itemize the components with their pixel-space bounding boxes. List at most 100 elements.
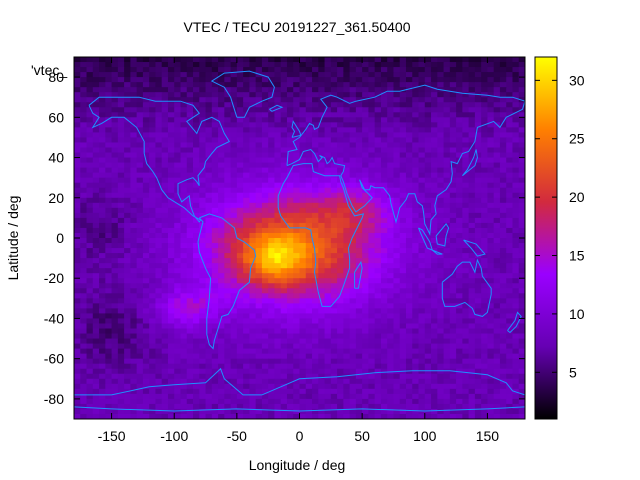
heatmap-cell	[349, 318, 357, 325]
heatmap-cell	[456, 283, 463, 289]
heatmap-cell	[199, 102, 207, 108]
heatmap-cell	[418, 243, 426, 249]
heatmap-cell	[161, 137, 169, 144]
heatmap-cell	[155, 253, 163, 259]
heatmap-cell	[268, 182, 276, 189]
heatmap-cell	[74, 268, 81, 274]
heatmap-cell	[186, 147, 194, 154]
heatmap-cell	[437, 77, 445, 83]
heatmap-cell	[111, 202, 119, 209]
heatmap-cell	[374, 363, 382, 370]
heatmap-cell	[199, 92, 207, 98]
heatmap-cell	[142, 192, 150, 199]
heatmap-cell	[293, 67, 301, 73]
heatmap-cell	[449, 207, 457, 214]
heatmap-cell	[518, 398, 525, 405]
heatmap-cell	[355, 258, 363, 264]
heatmap-cell	[286, 112, 294, 118]
heatmap-cell	[80, 328, 88, 335]
heatmap-cell	[380, 77, 388, 83]
heatmap-cell	[324, 222, 332, 229]
heatmap-cell	[186, 323, 194, 330]
heatmap-cell	[142, 283, 150, 289]
heatmap-cell	[468, 152, 476, 159]
heatmap-cell	[393, 353, 401, 360]
heatmap-cell	[474, 383, 482, 390]
heatmap-cell	[186, 227, 194, 234]
heatmap-cell	[474, 142, 482, 149]
heatmap-cell	[92, 217, 100, 224]
heatmap-cell	[155, 102, 163, 108]
heatmap-cell	[92, 232, 100, 239]
heatmap-cell	[199, 87, 207, 93]
heatmap-cell	[224, 97, 232, 103]
heatmap-cell	[211, 227, 219, 234]
heatmap-cell	[211, 388, 219, 395]
heatmap-cell	[249, 393, 257, 400]
heatmap-cell	[405, 333, 413, 340]
heatmap-cell	[224, 92, 232, 98]
heatmap-cell	[343, 102, 351, 108]
heatmap-cell	[261, 217, 269, 224]
heatmap-cell	[180, 57, 188, 63]
heatmap-cell	[243, 57, 250, 63]
heatmap-cell	[318, 243, 326, 249]
heatmap-cell	[499, 353, 507, 360]
heatmap-cell	[343, 212, 351, 219]
heatmap-cell	[493, 177, 501, 184]
heatmap-cell	[280, 97, 288, 103]
heatmap-cell	[92, 207, 100, 214]
heatmap-cell	[368, 358, 376, 365]
heatmap-cell	[330, 227, 338, 234]
heatmap-cell	[512, 82, 520, 88]
heatmap-cell	[443, 187, 451, 194]
heatmap-cell	[174, 232, 182, 239]
heatmap-cell	[286, 87, 294, 93]
heatmap-cell	[155, 293, 163, 299]
heatmap-cell	[405, 293, 413, 299]
heatmap-cell	[324, 177, 332, 184]
heatmap-cell	[481, 87, 489, 93]
heatmap-cell	[349, 77, 357, 83]
heatmap-cell	[236, 378, 244, 385]
heatmap-cell	[355, 238, 363, 244]
heatmap-cell	[111, 293, 119, 299]
heatmap-cell	[286, 82, 294, 88]
heatmap-cell	[161, 333, 169, 340]
heatmap-cell	[218, 187, 225, 194]
heatmap-cell	[293, 107, 301, 113]
heatmap-cell	[186, 117, 194, 123]
heatmap-cell	[431, 67, 438, 73]
heatmap-cell	[167, 137, 175, 144]
heatmap-cell	[337, 238, 344, 244]
heatmap-cell	[324, 72, 332, 78]
heatmap-cell	[431, 77, 438, 83]
heatmap-cell	[105, 222, 113, 229]
heatmap-cell	[218, 77, 225, 83]
heatmap-cell	[456, 263, 463, 269]
heatmap-cell	[199, 403, 207, 410]
heatmap-cell	[412, 227, 420, 234]
heatmap-cell	[249, 328, 257, 335]
heatmap-cell	[92, 227, 100, 234]
heatmap-cell	[481, 97, 489, 103]
heatmap-cell	[155, 127, 163, 134]
heatmap-cell	[142, 87, 150, 93]
heatmap-cell	[161, 122, 169, 128]
heatmap-cell	[362, 293, 369, 299]
heatmap-cell	[349, 278, 357, 284]
heatmap-cell	[211, 303, 219, 309]
heatmap-cell	[387, 227, 395, 234]
heatmap-cell	[312, 358, 319, 365]
heatmap-cell	[337, 167, 344, 174]
heatmap-cell	[368, 132, 376, 139]
heatmap-cell	[92, 182, 100, 189]
heatmap-cell	[199, 62, 207, 68]
heatmap-cell	[512, 227, 520, 234]
heatmap-cell	[437, 383, 445, 390]
heatmap-cell	[418, 82, 426, 88]
heatmap-cell	[499, 197, 507, 204]
heatmap-cell	[481, 323, 489, 330]
heatmap-cell	[174, 258, 182, 264]
heatmap-cell	[255, 338, 263, 345]
